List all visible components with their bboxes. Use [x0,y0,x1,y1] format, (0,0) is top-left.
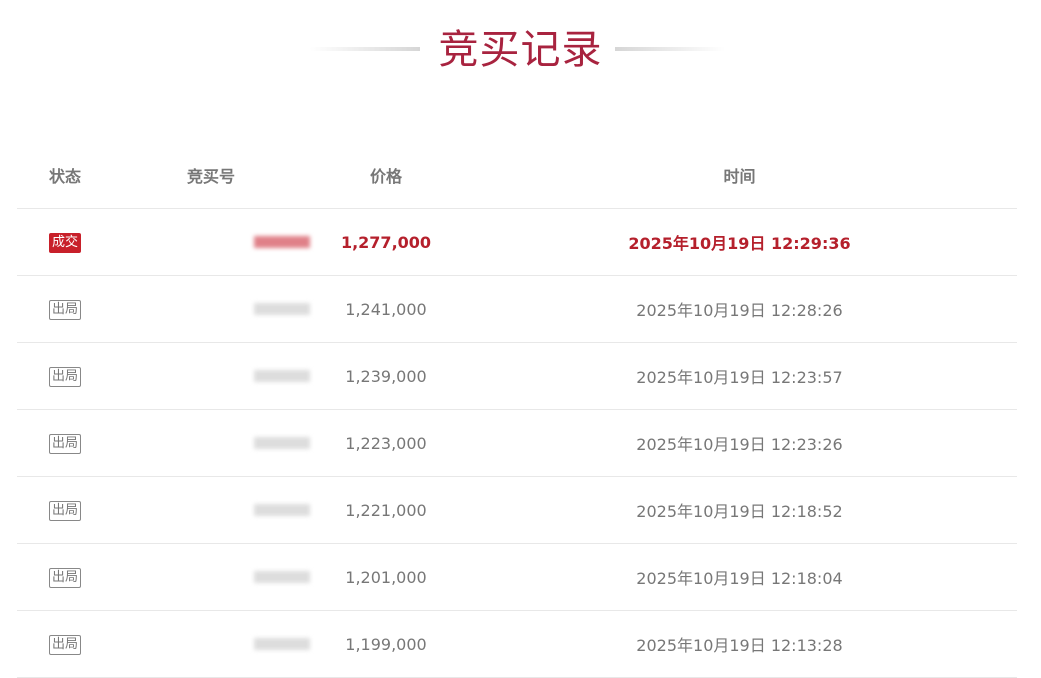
bidder-number-redacted [254,235,310,248]
bidder-number-redacted [254,503,310,516]
time-cell: 2025年10月19日 12:29:36 [462,208,1017,276]
status-badge: 成交 [48,233,81,253]
time-cell: 2025年10月19日 12:28:26 [462,275,1017,343]
bidder-number-redacted [254,369,310,382]
column-price: 价格 [369,166,402,186]
bidder-cell [113,476,310,544]
bidder-number-redacted [254,436,310,449]
bidder-cell [113,342,310,410]
bidder-cell [113,543,310,611]
table-row: 出局 1,201,000 2025年10月19日 12:18:04 [17,543,1017,611]
section-header: 竞买记录 [0,22,1041,78]
status-badge: 出局 [48,300,81,320]
table-row: 出局 1,199,000 2025年10月19日 12:13:28 [17,610,1017,678]
table-header: 状态 竞买号 价格 时间 [17,141,1017,209]
status-badge: 出局 [48,501,81,521]
bidder-cell [113,208,310,276]
bidder-number-redacted [254,637,310,650]
table-row: 出局 1,239,000 2025年10月19日 12:23:57 [17,342,1017,410]
price-cell: 1,241,000 [310,275,462,343]
table-row: 成交 1,277,000 2025年10月19日 12:29:36 [17,208,1017,276]
status-cell: 出局 [17,342,113,410]
column-bidder: 竞买号 [186,166,235,186]
status-badge: 出局 [48,568,81,588]
bidder-cell [113,409,310,477]
status-badge: 出局 [48,434,81,454]
status-cell: 出局 [17,275,113,343]
column-status: 状态 [48,166,81,186]
time-cell: 2025年10月19日 12:23:57 [462,342,1017,410]
bidder-cell [113,610,310,678]
bid-records-table: 状态 竞买号 价格 时间 成交 1,277,000 2025年10月19日 12:2… [17,141,1017,678]
title-divider-left [310,47,420,51]
table-row: 出局 1,241,000 2025年10月19日 12:28:26 [17,275,1017,343]
status-badge: 出局 [48,367,81,387]
table-row: 出局 1,221,000 2025年10月19日 12:18:52 [17,476,1017,544]
table-row: 出局 1,223,000 2025年10月19日 12:23:26 [17,409,1017,477]
time-cell: 2025年10月19日 12:18:04 [462,543,1017,611]
price-cell: 1,223,000 [310,409,462,477]
bidder-number-redacted [254,570,310,583]
column-time: 时间 [723,166,756,186]
page-title: 竞买记录 [438,27,603,73]
price-cell: 1,277,000 [310,208,462,276]
price-cell: 1,199,000 [310,610,462,678]
status-badge: 出局 [48,635,81,655]
bidder-number-redacted [254,302,310,315]
bidder-cell [113,275,310,343]
status-cell: 出局 [17,610,113,678]
price-cell: 1,201,000 [310,543,462,611]
time-cell: 2025年10月19日 12:18:52 [462,476,1017,544]
status-cell: 出局 [17,543,113,611]
price-cell: 1,239,000 [310,342,462,410]
price-cell: 1,221,000 [310,476,462,544]
title-divider-right [615,47,725,51]
status-cell: 出局 [17,409,113,477]
time-cell: 2025年10月19日 12:13:28 [462,610,1017,678]
time-cell: 2025年10月19日 12:23:26 [462,409,1017,477]
status-cell: 成交 [17,208,113,276]
status-cell: 出局 [17,476,113,544]
